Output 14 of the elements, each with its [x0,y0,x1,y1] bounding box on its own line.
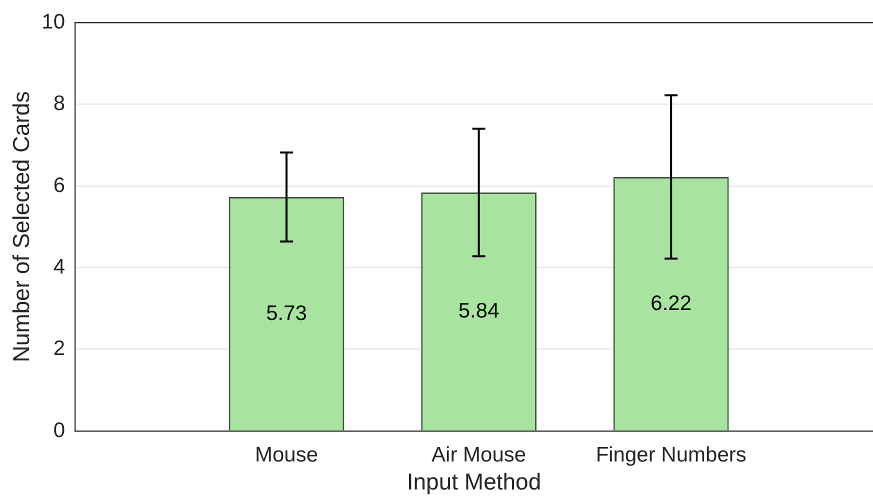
x-tick-label: Mouse [255,443,318,466]
y-tick-label: 4 [53,255,66,278]
data-label: 6.22 [650,292,692,315]
y-axis-title: Number of Selected Cards [8,91,34,362]
y-tick-label: 2 [53,337,65,360]
y-tick-label: 8 [53,92,65,116]
data-label: 5.73 [266,302,307,325]
data-label: 5.84 [458,300,500,323]
x-axis-title: Input Method [406,468,542,495]
x-tick-label: Air Mouse [432,443,526,466]
y-tick-label: 10 [42,10,65,34]
y-tick-label: 0 [53,418,65,442]
x-tick-label: Finger Numbers [596,443,746,466]
y-tick-label: 6 [53,174,65,197]
